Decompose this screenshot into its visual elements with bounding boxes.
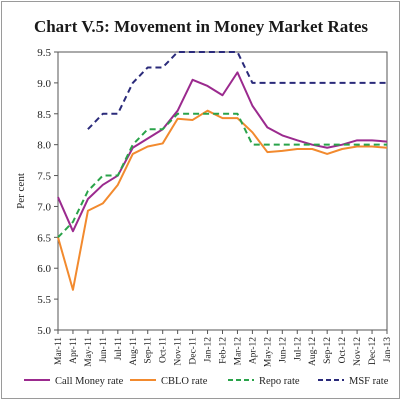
y-tick-label: 9.0	[37, 78, 51, 90]
x-tick-label: Apr-12	[248, 337, 258, 364]
y-tick-label: 8.0	[37, 140, 51, 152]
y-axis-label: Per cent	[15, 173, 27, 209]
x-tick-label: Aug-11	[129, 337, 139, 366]
x-tick-label: Jun-11	[99, 337, 109, 363]
series-line-call-money-rate	[57, 71, 388, 233]
legend-label-call-money-rate: Call Money rate	[55, 376, 124, 387]
chart-frame: Chart V.5: Movement in Money Market Rate…	[1, 1, 400, 399]
legend-label-msf-rate: MSF rate	[349, 376, 389, 387]
x-tick-label: Aug-12	[308, 337, 318, 366]
x-tick-label: Nov-11	[174, 337, 184, 366]
chart-title: Chart V.5: Movement in Money Market Rate…	[34, 17, 368, 36]
y-tick-label: 5.0	[37, 325, 51, 337]
x-tick-label: Feb-12	[219, 337, 229, 364]
x-tick-label: May-12	[263, 337, 273, 367]
y-tick-label: 9.5	[37, 47, 51, 59]
x-tick-label: Apr-11	[69, 337, 79, 364]
x-tick-label: Oct-12	[338, 337, 348, 364]
x-tick-label: Nov-12	[353, 337, 363, 366]
x-tick-label: Oct-11	[159, 337, 169, 363]
y-tick-label: 5.5	[37, 294, 51, 306]
legend-label-cblo-rate: CBLO rate	[161, 376, 208, 387]
x-tick-label: Dec-11	[189, 337, 199, 365]
x-tick-label: Jun-12	[278, 337, 288, 363]
x-tick-label: May-11	[84, 337, 94, 367]
x-tick-label: Mar-12	[233, 337, 243, 366]
x-tick-label: Jan-13	[383, 337, 393, 363]
y-tick-label: 8.5	[37, 109, 51, 121]
series-line-repo-rate	[57, 112, 387, 239]
x-tick-label: Jul-12	[293, 337, 303, 361]
y-tick-label: 7.5	[37, 171, 51, 183]
money-market-rates-chart: Chart V.5: Movement in Money Market Rate…	[15, 17, 393, 387]
x-tick-label: Sep-12	[323, 337, 333, 364]
x-tick-label: Dec-12	[368, 337, 378, 365]
x-tick-label: Sep-11	[144, 337, 154, 364]
x-tick-label: Jul-11	[114, 337, 124, 361]
y-tick-label: 6.0	[37, 263, 51, 275]
y-tick-label: 6.5	[37, 232, 51, 244]
x-tick-label: Mar-11	[54, 337, 64, 365]
x-tick-label: Jan-12	[204, 337, 214, 363]
legend-label-repo-rate: Repo rate	[259, 376, 300, 387]
y-tick-label: 7.0	[37, 201, 51, 213]
series-line-cblo-rate	[57, 109, 388, 291]
